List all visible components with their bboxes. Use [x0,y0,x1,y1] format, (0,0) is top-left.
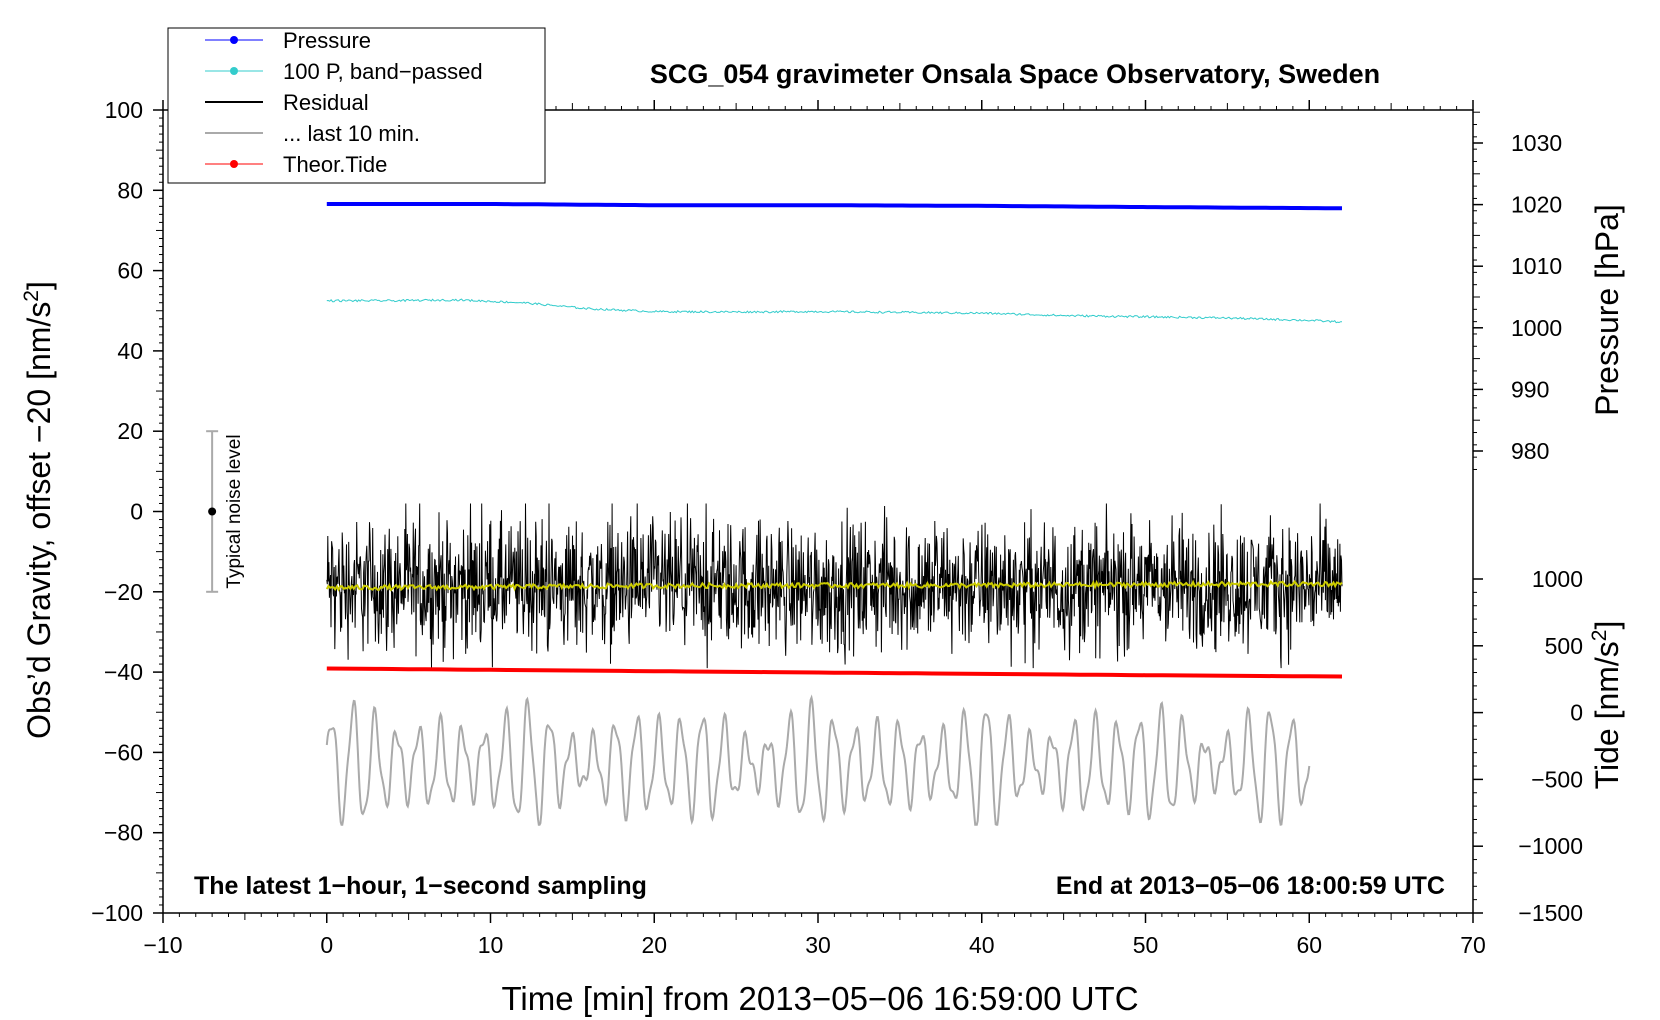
x-tick-label: 20 [641,932,667,958]
tide-tick-label: 500 [1545,633,1583,659]
y-left-tick-label: −20 [104,579,143,605]
y-left-tick-label: 80 [117,177,143,203]
tide-tick-label: 0 [1570,700,1583,726]
tide-label-main: Tide [nm/s [1589,641,1625,789]
x-tick-label: 50 [1133,932,1159,958]
legend-marker [230,67,238,75]
chart-title: SCG_054 gravimeter Onsala Space Observat… [650,59,1380,89]
y-axis-left-label-end: ] [21,281,57,290]
y-left-tick-label: −60 [104,739,143,765]
legend-label: 100 P, band−passed [283,59,483,84]
x-tick-label: 30 [805,932,831,958]
x-tick-label: 10 [478,932,504,958]
pressure-tick-label: 1020 [1511,192,1562,218]
legend-box [167,27,546,184]
y-left-tick-label: 100 [105,97,143,123]
noise-bar-label: Typical noise level [224,434,245,588]
tide-label-sup: 2 [1588,630,1611,642]
legend-entries: Pressure 100 P, band−passed Residual ... la… [205,28,483,177]
y-left-tick-label: −40 [104,659,143,685]
y-axis-left-label-sup: 2 [20,290,43,302]
tide-tick-label: −1500 [1518,900,1583,926]
y-left-tick-label: 60 [117,258,143,284]
pressure-tick-label: 1030 [1511,130,1562,156]
series-residual [326,503,1343,669]
series-pressure [326,202,1343,211]
y-axis-right-tide-label: Tide [nm/s2] [1588,621,1625,790]
legend-marker [230,160,238,168]
legend-label: Pressure [283,28,371,53]
y-left-tick-label: −80 [104,820,143,846]
tide-tick-label: 1000 [1532,566,1583,592]
tide-label-end: ] [1589,621,1625,630]
noise-bar: Typical noise level [206,430,245,593]
y-left-tick-label: 40 [117,338,143,364]
series-last-10-min [325,694,1311,826]
legend-marker [230,36,238,44]
x-tick-label: 70 [1460,932,1486,958]
series-theor-tide [326,666,1343,679]
legend-label: Residual [283,90,369,115]
y-left-tick-label: −100 [91,900,143,926]
y-left-tick-label: 20 [117,418,143,444]
pressure-tick-label: 1010 [1511,253,1562,279]
legend: Pressure 100 P, band−passed Residual ... la… [167,27,546,184]
pressure-tick-label: 1000 [1511,315,1562,341]
noise-bar-dot [208,507,217,516]
annotation-bottom-left: The latest 1−hour, 1−second sampling [194,872,647,900]
x-axis-label: Time [min] from 2013−05−06 16:59:00 UTC [501,980,1138,1017]
x-tick-label: 60 [1296,932,1322,958]
series-pressure-bandpassed [326,298,1343,324]
tide-tick-label: −1000 [1518,833,1583,859]
pressure-tick-label: 980 [1511,438,1549,464]
legend-label: Theor.Tide [283,152,387,177]
x-tick-label: −10 [143,932,182,958]
y-axis-left-label: Obs’d Gravity, offset −20 [nm/s2] [20,281,57,739]
tide-tick-label: −500 [1531,766,1583,792]
y-axis-left-label-main: Obs’d Gravity, offset −20 [nm/s [21,302,57,739]
x-tick-label: 40 [969,932,995,958]
x-tick-label: 0 [320,932,333,958]
series-layer [325,202,1343,826]
y-left-tick-label: 0 [130,499,143,525]
ticks-layer: −10 0 10 20 30 40 50 60 70100806040200−20−40−60−… [91,97,1583,958]
annotation-bottom-right: End at 2013−05−06 18:00:59 UTC [1056,872,1445,900]
y-axis-right-pressure-label: Pressure [hPa] [1589,204,1625,416]
legend-label: ... last 10 min. [283,121,420,146]
pressure-tick-label: 990 [1511,376,1549,402]
series-residual-smoothed [325,579,1343,592]
